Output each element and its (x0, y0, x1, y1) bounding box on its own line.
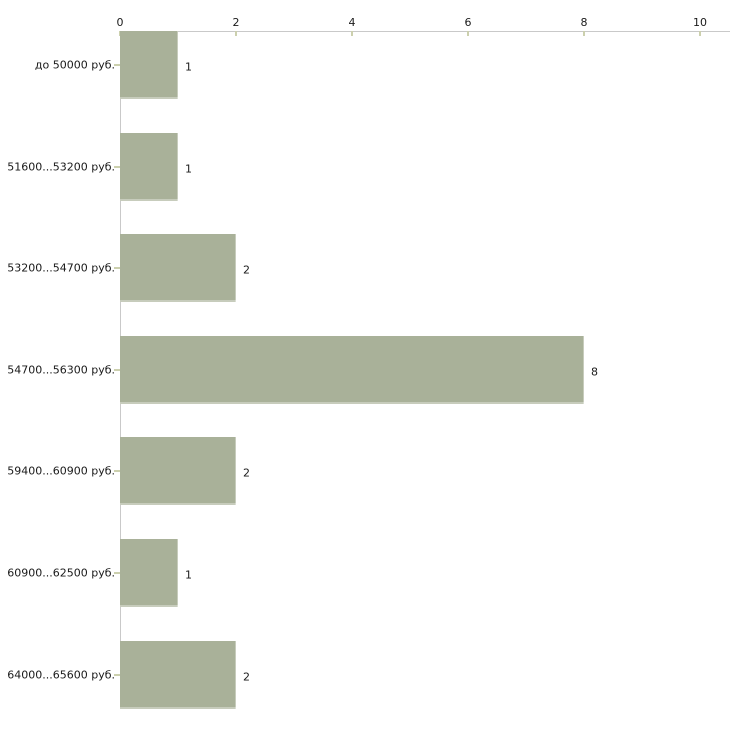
bar (120, 336, 584, 404)
category-label: до 50000 руб. (34, 58, 115, 72)
x-axis-line (120, 31, 730, 32)
x-axis-tick (351, 31, 353, 36)
x-axis-tick-label: 6 (464, 16, 472, 29)
value-label: 8 (591, 365, 598, 379)
x-axis-tick (699, 31, 701, 36)
y-axis-tick (114, 572, 120, 574)
value-label: 2 (243, 263, 250, 277)
x-axis-tick-label: 2 (232, 16, 240, 29)
bar (120, 133, 178, 201)
x-axis-tick-label: 0 (116, 16, 124, 29)
x-axis-tick-label: 8 (580, 16, 588, 29)
value-label: 2 (243, 466, 250, 480)
bar (120, 437, 236, 505)
bar (120, 539, 178, 607)
category-label: 59400...60900 руб. (7, 464, 115, 478)
category-label: 51600...53200 руб. (7, 160, 115, 174)
y-axis-tick (114, 166, 120, 168)
value-label: 1 (185, 60, 192, 74)
category-label: 53200...54700 руб. (7, 261, 115, 275)
x-axis-tick-label: 10 (693, 16, 707, 29)
x-axis-tick (467, 31, 469, 36)
bar (120, 31, 178, 99)
x-axis-tick-label: 4 (348, 16, 356, 29)
y-axis-tick (114, 64, 120, 66)
category-label: 60900...62500 руб. (7, 566, 115, 580)
value-label: 1 (185, 162, 192, 176)
y-axis-tick (114, 267, 120, 269)
y-axis-tick (114, 470, 120, 472)
bar (120, 234, 236, 302)
value-label: 2 (243, 670, 250, 684)
x-axis-tick (235, 31, 237, 36)
category-label: 54700...56300 руб. (7, 363, 115, 377)
y-axis-tick (114, 369, 120, 371)
category-label: 64000...65600 руб. (7, 668, 115, 682)
bar (120, 641, 236, 709)
y-axis-tick (114, 674, 120, 676)
value-label: 1 (185, 568, 192, 582)
x-axis-tick (583, 31, 585, 36)
